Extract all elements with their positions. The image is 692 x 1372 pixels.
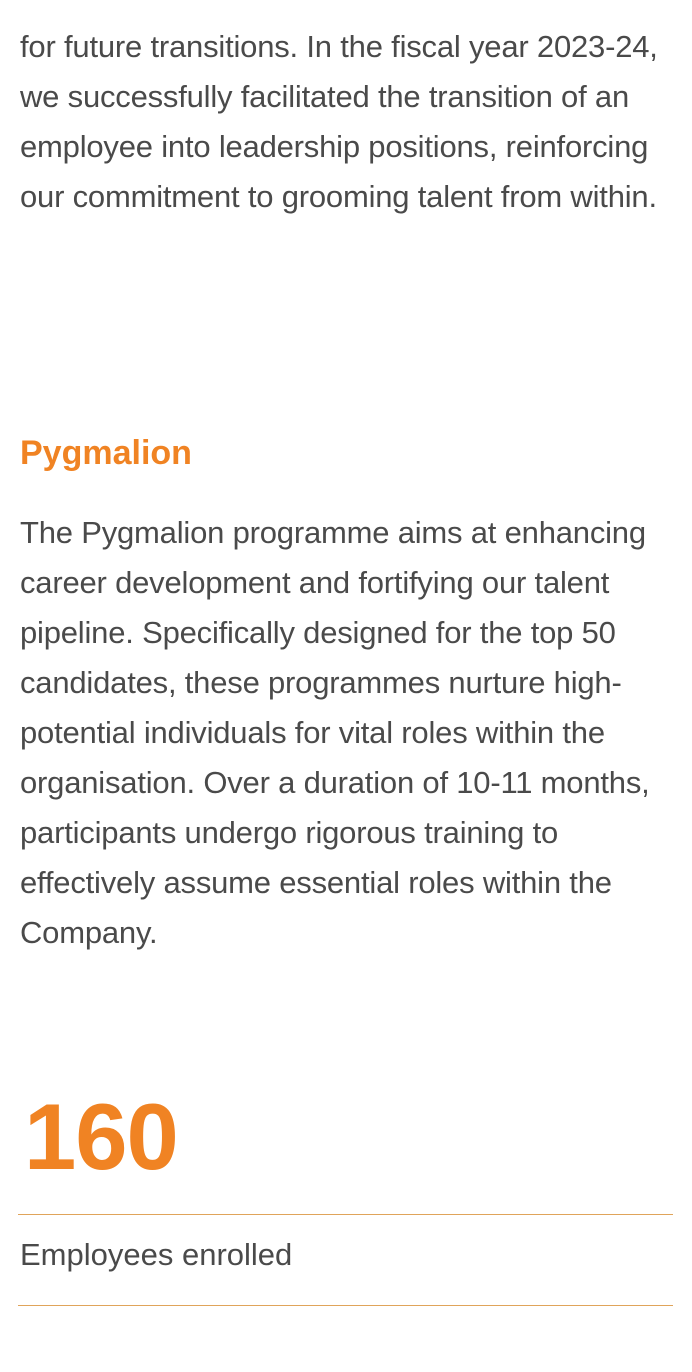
stat-divider-bottom bbox=[18, 1305, 673, 1306]
section-heading: Pygmalion bbox=[20, 434, 192, 472]
intro-paragraph: for future transitions. In the fiscal ye… bbox=[20, 29, 658, 214]
stat-divider-top bbox=[18, 1214, 673, 1215]
stat-label: Employees enrolled bbox=[20, 1237, 293, 1272]
programme-description: The Pygmalion programme aims at enhancin… bbox=[20, 515, 650, 950]
stat-value: 160 bbox=[24, 1084, 179, 1189]
